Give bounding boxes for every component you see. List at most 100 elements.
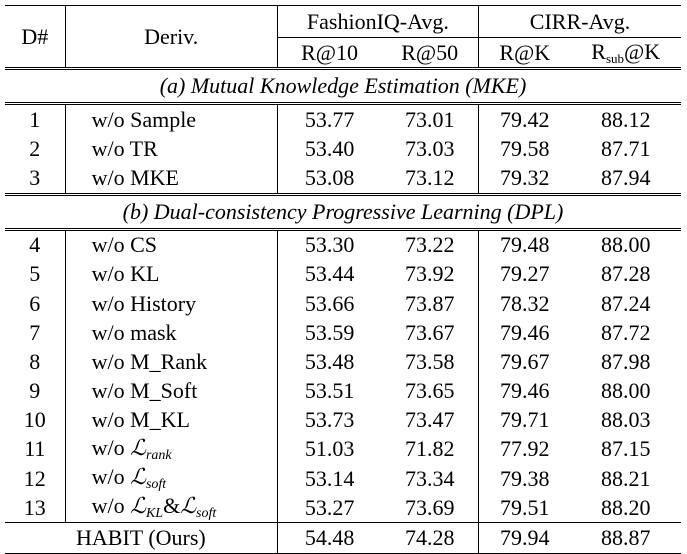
loss-main: ℒ <box>130 434 146 460</box>
row-deriv: w/o TR <box>65 134 278 164</box>
header-cirr: CIRR-Avg. <box>478 5 681 38</box>
row-deriv: w/o ℒKL&ℒsoft <box>65 493 278 523</box>
loss-sub: KL <box>145 506 164 522</box>
value-rk: 79.38 <box>500 465 550 491</box>
row-id: 10 <box>5 405 66 435</box>
final-value-r10: 54.48 <box>277 522 382 554</box>
value-rk: 77.92 <box>500 436 550 462</box>
loss-join: & <box>163 493 181 519</box>
row-id: 8 <box>5 347 66 377</box>
row-id: 6 <box>5 288 66 319</box>
value-r10: 53.14 <box>304 465 355 491</box>
value-rk: 79.71 <box>500 407 550 433</box>
value-rsubk: 88.21 <box>601 465 651 491</box>
value-rsubk: 87.28 <box>601 261 651 287</box>
value-r50: 73.34 <box>381 464 480 494</box>
value-rsubk: 87.98 <box>601 348 651 374</box>
loss-symbol: ℒsoft <box>180 493 217 522</box>
value-r10: 53.08 <box>304 164 355 190</box>
row-id: 1 <box>5 102 66 135</box>
header-row-2: R@10 R@50 R@K Rsub@K <box>5 37 681 69</box>
header-r10: R@10 <box>277 37 382 69</box>
value-r10: 53.30 <box>277 227 382 260</box>
value-r50: 73.58 <box>381 347 480 377</box>
table-row: 10 w/o M_KL 53.73 73.47 79.71 88.03 <box>5 405 681 435</box>
value-rsubk: 87.24 <box>601 290 651 316</box>
value-r10: 53.48 <box>304 348 355 374</box>
loss-sub: rank <box>145 447 172 463</box>
loss-symbol: ℒsoft <box>130 464 167 493</box>
row-id: 5 <box>5 259 66 289</box>
final-label: HABIT (Ours) <box>5 522 278 554</box>
value-rk: 79.58 <box>500 135 550 161</box>
value-r50: 73.92 <box>381 259 480 289</box>
value-rk: 79.46 <box>500 319 550 345</box>
row-deriv: w/o ℒsoft <box>65 464 278 494</box>
value-r10: 53.73 <box>304 407 355 433</box>
value-rk: 79.42 <box>478 102 571 135</box>
value-r50: 73.47 <box>381 405 480 435</box>
rsub-sub: sub <box>605 50 625 66</box>
row-deriv: w/o M_KL <box>65 405 278 435</box>
value-rk: 79.27 <box>500 261 550 287</box>
table-row: 5 w/o KL 53.44 73.92 79.27 87.28 <box>5 259 681 289</box>
value-r50: 73.03 <box>381 134 480 164</box>
value-r10: 53.59 <box>304 319 355 345</box>
row-id: 2 <box>5 134 66 164</box>
row-id: 12 <box>5 464 66 494</box>
value-r10: 53.40 <box>304 135 355 161</box>
value-r10: 53.77 <box>277 102 382 135</box>
row-deriv: w/o KL <box>65 259 278 289</box>
table-row: 9 w/o M_Soft 53.51 73.65 79.46 88.00 <box>5 376 681 406</box>
final-value-rk: 79.94 <box>478 522 571 554</box>
value-rk: 79.51 <box>500 494 550 520</box>
section-header-row: (a) Mutual Knowledge Estimation (MKE) <box>5 67 681 104</box>
row-id: 9 <box>5 376 66 406</box>
value-r50: 73.87 <box>381 288 480 319</box>
row-deriv: w/o ℒrank <box>65 434 278 465</box>
value-r10: 53.44 <box>304 261 355 287</box>
value-rsubk: 87.71 <box>601 135 651 161</box>
header-row-1: D# Deriv. FashionIQ-Avg. CIRR-Avg. <box>5 5 681 69</box>
row-deriv: w/o History <box>65 288 278 319</box>
value-rsubk: 88.00 <box>570 227 681 260</box>
row-deriv: w/o mask <box>65 318 278 348</box>
value-r50: 73.65 <box>381 376 480 406</box>
table-row: 4 w/o CS 53.30 73.22 79.48 88.00 <box>5 227 681 260</box>
table-row: 8 w/o M_Rank 53.48 73.58 79.67 87.98 <box>5 347 681 377</box>
value-r50: 73.67 <box>381 318 480 348</box>
row-id: 13 <box>5 493 66 523</box>
loss-sub: soft <box>196 506 217 522</box>
value-rsubk: 87.72 <box>601 319 651 345</box>
header-rsubk: Rsub@K <box>570 37 681 69</box>
row-id: 4 <box>5 227 66 260</box>
loss-main: ℒ <box>130 464 146 490</box>
header-deriv: Deriv. <box>65 5 278 69</box>
header-r50: R@50 <box>381 37 480 69</box>
loss-sub: soft <box>145 477 167 493</box>
loss-symbol: ℒKL <box>130 493 164 522</box>
row-deriv: w/o MKE <box>65 163 278 195</box>
value-rk: 79.46 <box>500 378 550 404</box>
rsub-tail: @K <box>624 38 661 64</box>
header-rk: R@K <box>478 37 571 69</box>
value-rk: 79.67 <box>500 348 550 374</box>
header-id: D# <box>5 5 66 69</box>
final-value-r50: 74.28 <box>381 522 480 554</box>
row-deriv: w/o Sample <box>65 102 278 135</box>
value-rsubk: 88.12 <box>570 102 681 135</box>
final-value-rsubk: 88.87 <box>570 522 681 554</box>
deriv-prefix: w/o <box>91 493 125 519</box>
table-row: 1 w/o Sample 53.77 73.01 79.42 88.12 <box>5 102 681 135</box>
value-r50: 73.69 <box>381 493 480 523</box>
rsub-main: R <box>591 38 606 64</box>
table-row: 2 w/o TR 53.40 73.03 79.58 87.71 <box>5 134 681 164</box>
table-row: 12 w/o ℒsoft 53.14 73.34 79.38 88.21 <box>5 464 681 494</box>
section-title: (b) Dual-consistency Progressive Learnin… <box>5 192 681 230</box>
row-id: 7 <box>5 318 66 348</box>
table-row: 13 w/o ℒKL&ℒsoft 53.27 73.69 79.51 88.20 <box>5 493 681 523</box>
row-id: 11 <box>5 434 66 465</box>
row-deriv: w/o M_Soft <box>65 376 278 406</box>
value-rsubk: 88.20 <box>601 494 651 520</box>
value-r50: 73.12 <box>381 163 480 195</box>
